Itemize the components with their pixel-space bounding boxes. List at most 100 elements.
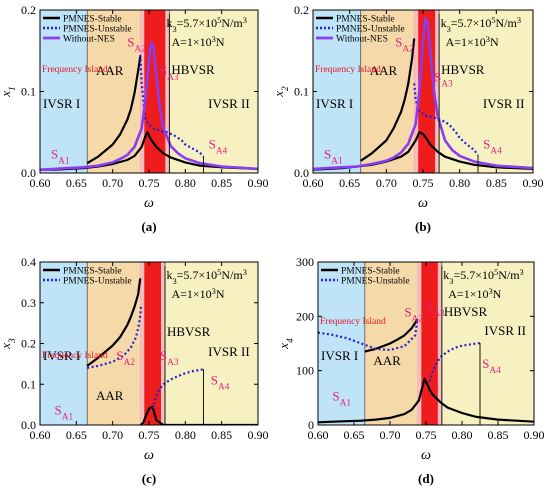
region-group xyxy=(313,10,533,173)
series-pmnes-unstable-2 xyxy=(87,306,143,369)
series-pmnes-stable-0 xyxy=(86,278,142,367)
region-label-aar: AAR xyxy=(373,353,401,368)
y-tick-label: 0.2 xyxy=(21,3,36,17)
region-label-ivsr2: IVSR II xyxy=(484,323,526,338)
frequency-island-label: Frequency Island xyxy=(320,317,386,327)
region-hbvsr-edge-left xyxy=(140,262,145,425)
y-tick-label: 100 xyxy=(296,364,314,378)
amplitude-annotation: A=1×103N xyxy=(446,35,499,50)
x-tick-label: 0.90 xyxy=(523,176,544,190)
s-label-sa2: SA2 xyxy=(116,348,135,368)
region-hbvsr-edge-right xyxy=(437,262,442,425)
x-axis-label: ω xyxy=(418,196,428,211)
s-label-sa3: SA3 xyxy=(434,70,453,90)
x-tick-label: 0.75 xyxy=(139,176,160,190)
s-label-sa2: SA2 xyxy=(127,35,146,55)
x-tick-label: 0.70 xyxy=(102,428,123,442)
s-label-sa1: SA1 xyxy=(332,389,351,409)
x-tick-label: 0.75 xyxy=(413,176,434,190)
x-tick-label: 0.60 xyxy=(308,428,329,442)
y-tick-label: 200 xyxy=(296,309,314,323)
y-tick-label: 0.1 xyxy=(294,85,309,99)
region-label-ivsr1: IVSR I xyxy=(43,96,80,111)
y-axis-label: x2 xyxy=(271,86,291,98)
legend-entry: PMNES-Stable xyxy=(341,267,400,277)
region-ivsr-i xyxy=(40,262,88,425)
panel-label: (c) xyxy=(142,471,156,486)
legend-entry: PMNES-Unstable xyxy=(336,25,405,35)
y-tick-label: 0.3 xyxy=(21,296,36,310)
panel-label: (d) xyxy=(418,471,434,486)
s-label-sa2: SA2 xyxy=(404,304,423,324)
region-label-aar: AAR xyxy=(96,63,124,78)
series-pmnes-stable-0 xyxy=(360,38,416,162)
y-axis-label: x3 xyxy=(0,338,18,350)
s-label-sa1: SA1 xyxy=(324,146,343,166)
x-tick-label: 0.75 xyxy=(416,428,437,442)
x-tick-label: 0.80 xyxy=(175,428,196,442)
region-label-hbvsr: HBVSR xyxy=(441,62,485,77)
series-group xyxy=(313,14,533,173)
x-tick-label: 0.70 xyxy=(102,176,123,190)
region-label-ivsr2: IVSR II xyxy=(483,96,525,111)
panel-label: (b) xyxy=(415,219,431,234)
x-tick-label: 0.65 xyxy=(66,428,87,442)
y-tick-label: 0.0 xyxy=(21,418,36,432)
x-axis-label: ω xyxy=(421,448,431,463)
legend-entry: PMNES-Unstable xyxy=(341,277,410,287)
region-label-ivsr1: IVSR I xyxy=(43,348,80,363)
x-tick-label: 0.65 xyxy=(339,176,360,190)
region-aar xyxy=(87,10,141,173)
region-ivsr-ii xyxy=(169,10,258,173)
amplitude-annotation: A=1×103N xyxy=(171,287,224,302)
x-axis-label: ω xyxy=(144,196,154,211)
k3-annotation: k3=5.7×105N/m3 xyxy=(166,16,246,34)
s-label-sa1: SA1 xyxy=(55,402,74,422)
k3-annotation: k3=5.7×105N/m3 xyxy=(166,268,246,286)
s-label-sa3: SA3 xyxy=(426,299,445,319)
frequency-island-label: Frequency Island xyxy=(315,65,381,75)
series-without-nes-3 xyxy=(313,16,533,171)
series-group xyxy=(40,14,258,173)
region-label-ivsr2: IVSR II xyxy=(208,344,250,359)
region-label-hbvsr: HBVSR xyxy=(167,324,211,339)
panel-label: (a) xyxy=(141,219,156,234)
region-ivsr-ii xyxy=(164,262,258,425)
s-label-sa4: SA4 xyxy=(211,372,230,392)
region-hbvsr-edge-right xyxy=(160,262,165,425)
x-tick-label: 0.85 xyxy=(488,428,509,442)
series-group xyxy=(318,266,534,425)
series-pmnes-stable-1 xyxy=(318,377,534,424)
s-label-sa4: SA4 xyxy=(483,137,502,157)
region-hbvsr xyxy=(140,10,170,173)
x-tick-label: 0.85 xyxy=(211,428,232,442)
region-label-aar: AAR xyxy=(96,388,124,403)
y-tick-label: 0.2 xyxy=(21,337,36,351)
chart-panel-1: 0.60 0.65 0.70 0.75 0.80 0.85 0.90 0.0 0.1 0.2 ω x2… xyxy=(271,3,544,234)
amplitude-annotation: A=1×103N xyxy=(171,35,224,50)
chart-panel-2: 0.60 0.65 0.70 0.75 0.80 0.85 0.90 0.0 0.1 0.2 0.3… xyxy=(0,255,269,486)
legend-entry: PMNES-Unstable xyxy=(63,25,132,35)
series-without-nes-3 xyxy=(40,41,258,171)
s-label-sa3: SA3 xyxy=(160,348,179,368)
region-group xyxy=(40,262,258,425)
region-hbvsr-edge-right xyxy=(435,10,440,173)
region-label-aar: AAR xyxy=(370,63,398,78)
x-tick-label: 0.80 xyxy=(452,428,473,442)
s-label-sa3: SA3 xyxy=(160,63,179,83)
x-tick-label: 0.60 xyxy=(30,176,51,190)
s-label-sa1: SA1 xyxy=(51,146,70,166)
series-group xyxy=(86,266,258,425)
y-tick-label: 0.1 xyxy=(21,85,36,99)
region-ivsr-ii xyxy=(439,10,533,173)
series-pmnes-stable-0 xyxy=(364,318,419,353)
region-label-hbvsr: HBVSR xyxy=(444,304,488,319)
y-tick-label: 0.0 xyxy=(21,166,36,180)
series-pmnes-stable-1 xyxy=(139,405,258,425)
x-tick-label: 0.65 xyxy=(66,176,87,190)
x-tick-label: 0.75 xyxy=(139,428,160,442)
